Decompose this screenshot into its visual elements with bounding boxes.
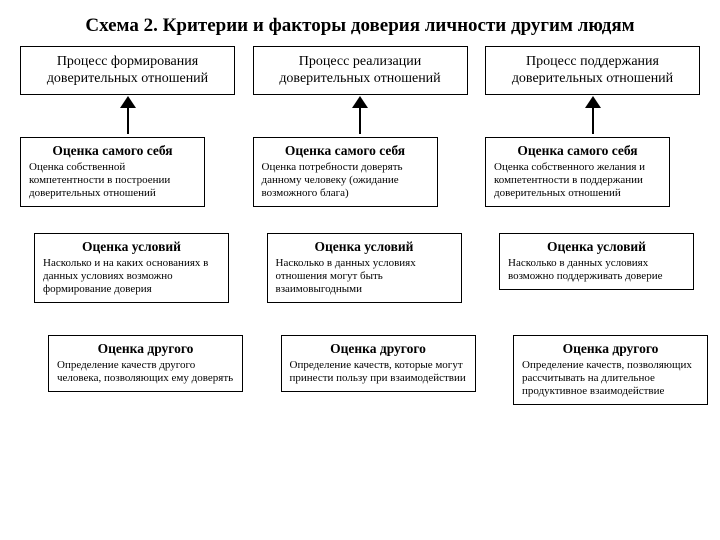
process-box: Процесс поддержания доверительных отноше… — [485, 46, 700, 95]
card-conditions: Оценка условий Насколько и на каких осно… — [34, 233, 229, 303]
columns-container: Процесс формирования доверительных отнош… — [0, 46, 720, 467]
card-title: Оценка другого — [522, 341, 699, 357]
process-box: Процесс формирования доверительных отнош… — [20, 46, 235, 95]
card-body: Насколько и на каких основаниях в данных… — [43, 257, 220, 296]
card-body: Оценка собственной компетентности в пост… — [29, 161, 196, 200]
card-stack: Оценка самого себя Оценка собственного ж… — [485, 137, 700, 467]
column-realization: Процесс реализации доверительных отношен… — [253, 46, 468, 467]
process-label: Процесс реализации доверительных отношен… — [279, 54, 440, 87]
card-self: Оценка самого себя Оценка собственной ко… — [20, 137, 205, 207]
card-body: Оценка потребности доверять данному чело… — [262, 161, 429, 200]
card-body: Определение качеств, которые могут прине… — [290, 359, 467, 385]
card-title: Оценка самого себя — [262, 143, 429, 159]
card-title: Оценка самого себя — [494, 143, 661, 159]
process-box: Процесс реализации доверительных отношен… — [253, 46, 468, 95]
card-body: Насколько в данных условиях возможно под… — [508, 257, 685, 283]
card-other: Оценка другого Определение качеств друго… — [48, 335, 243, 392]
card-conditions: Оценка условий Насколько в данных услови… — [499, 233, 694, 290]
card-title: Оценка самого себя — [29, 143, 196, 159]
card-title: Оценка условий — [276, 239, 453, 255]
card-stack: Оценка самого себя Оценка собственной ко… — [20, 137, 235, 467]
process-label: Процесс формирования доверительных отнош… — [47, 54, 208, 87]
card-title: Оценка условий — [508, 239, 685, 255]
arrow-up-icon — [120, 96, 136, 134]
card-body: Определение качеств другого человека, по… — [57, 359, 234, 385]
arrow-up-icon — [352, 96, 368, 134]
card-other: Оценка другого Определение качеств, позв… — [513, 335, 708, 405]
card-body: Оценка собственного желания и компетентн… — [494, 161, 661, 200]
card-other: Оценка другого Определение качеств, кото… — [281, 335, 476, 392]
column-maintenance: Процесс поддержания доверительных отноше… — [485, 46, 700, 467]
card-stack: Оценка самого себя Оценка потребности до… — [253, 137, 468, 467]
diagram-title: Схема 2. Критерии и факторы доверия личн… — [0, 0, 720, 46]
card-title: Оценка другого — [57, 341, 234, 357]
process-label: Процесс поддержания доверительных отноше… — [512, 54, 673, 87]
card-title: Оценка условий — [43, 239, 220, 255]
card-conditions: Оценка условий Насколько в данных услови… — [267, 233, 462, 303]
card-body: Определение качеств, позволяющих рассчит… — [522, 359, 699, 398]
arrow-up-icon — [585, 96, 601, 134]
card-title: Оценка другого — [290, 341, 467, 357]
card-self: Оценка самого себя Оценка потребности до… — [253, 137, 438, 207]
card-body: Насколько в данных условиях отношения мо… — [276, 257, 453, 296]
column-formation: Процесс формирования доверительных отнош… — [20, 46, 235, 467]
card-self: Оценка самого себя Оценка собственного ж… — [485, 137, 670, 207]
